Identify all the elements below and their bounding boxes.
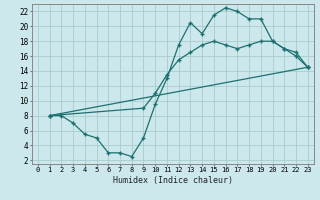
- X-axis label: Humidex (Indice chaleur): Humidex (Indice chaleur): [113, 176, 233, 185]
